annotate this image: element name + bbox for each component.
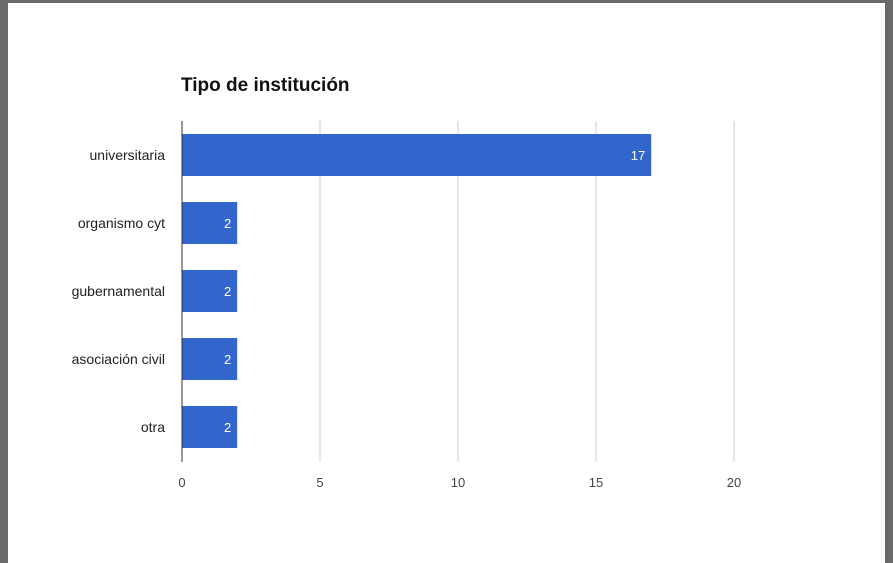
- x-axis-tick-labels: 0 5 10 15 20: [178, 475, 741, 490]
- chart-gridlines: [319, 121, 735, 462]
- bar-0: [182, 134, 652, 176]
- x-tick-label: 10: [451, 475, 465, 490]
- category-label: asociación civil: [72, 351, 165, 367]
- data-label: 17: [631, 148, 645, 163]
- data-label: 2: [224, 284, 231, 299]
- bar-1: [182, 202, 238, 244]
- category-label: gubernamental: [72, 283, 165, 299]
- bar-2: [182, 270, 238, 312]
- bar-3: [182, 338, 238, 380]
- category-labels: universitaria organismo cyt gubernamental a…: [72, 147, 166, 435]
- x-tick-label: 20: [727, 475, 741, 490]
- frame-right-border: [885, 0, 893, 563]
- frame-left-border: [0, 0, 8, 563]
- chart-bars: [182, 134, 652, 448]
- chart-title: Tipo de institución: [181, 75, 350, 96]
- bar-data-labels: 17 2 2 2 2: [224, 148, 645, 435]
- x-tick-label: 15: [589, 475, 603, 490]
- x-tick-label: 0: [178, 475, 185, 490]
- data-label: 2: [224, 216, 231, 231]
- category-label: organismo cyt: [78, 215, 165, 231]
- category-label: universitaria: [90, 147, 166, 163]
- category-label: otra: [141, 419, 165, 435]
- data-label: 2: [224, 352, 231, 367]
- x-tick-label: 5: [316, 475, 323, 490]
- data-label: 2: [224, 420, 231, 435]
- bar-4: [182, 406, 238, 448]
- frame-top-border: [0, 0, 893, 16]
